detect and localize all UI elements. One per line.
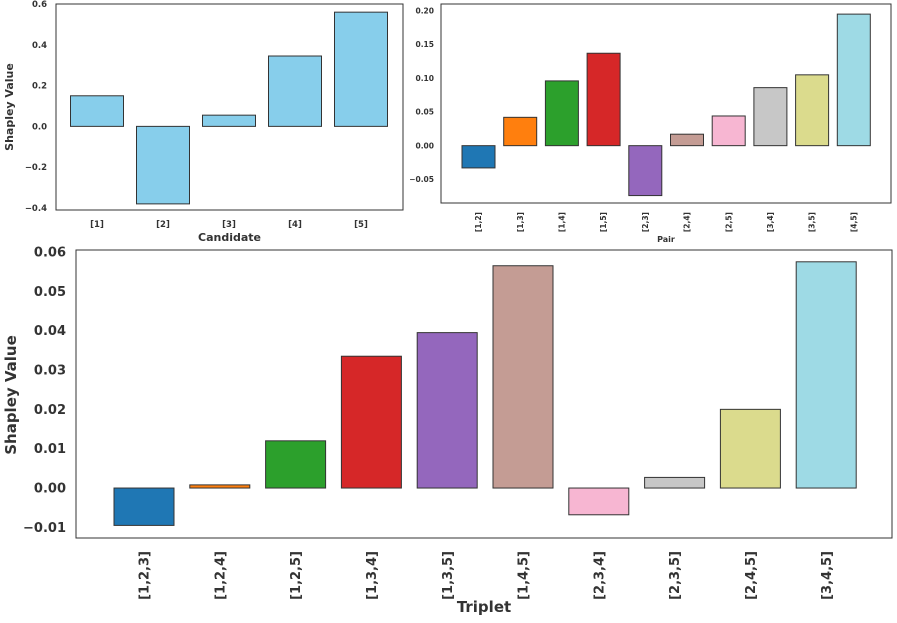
triplet-bar-[3,4,5] — [795, 261, 857, 489]
pair-y-tick-label: 0.15 — [415, 40, 434, 49]
candidate-bar-[3] — [202, 114, 256, 127]
pair-y-tick-label: −0.05 — [409, 175, 434, 184]
pair-y-tick-label: 0.20 — [415, 6, 434, 15]
candidate-chart: −0.4 −0.2 0.0 0.2 0.4 0.6 [1] [2] [3] [4] [5] Cand… — [3, 0, 404, 244]
triplet-x-tick-label: [3,4,5] — [820, 551, 835, 600]
candidate-y-tick-label: 0.4 — [32, 41, 47, 51]
pair-x-tick-label: [2,3] — [641, 212, 650, 232]
candidate-x-tick-label: [4] — [288, 220, 302, 230]
candidate-y-tick-label: 0.2 — [32, 82, 47, 92]
pair-x-tick-label: [1,2] — [474, 212, 483, 232]
pair-bar-[2,5] — [711, 115, 746, 147]
candidate-x-tick-label: [1] — [90, 220, 104, 230]
triplet-bar-[2,4,5] — [719, 408, 781, 489]
candidate-y-tick-label: −0.4 — [25, 204, 47, 214]
candidate-bar-[4] — [268, 55, 322, 127]
pair-y-tick-label: 0.10 — [415, 74, 434, 83]
candidate-y-axis-label: Shapley Value — [3, 63, 16, 151]
triplet-y-axis-label: Shapley Value — [2, 335, 20, 455]
pair-bar-[4,5] — [836, 13, 871, 147]
pair-chart: −0.05 0.00 0.05 0.10 0.15 0.20 [1,2] [1,3] [1,4]… — [409, 3, 892, 244]
pair-bar-[1,5] — [586, 52, 621, 147]
triplet-x-axis-label: Triplet — [457, 598, 511, 616]
triplet-bar-[1,2,4] — [189, 484, 251, 489]
candidate-x-tick-label: [3] — [222, 220, 236, 230]
triplet-x-tick-label: [1,2,5] — [289, 551, 304, 600]
triplet-bar-[2,3,4] — [568, 487, 630, 516]
pair-bar-[1,2] — [461, 145, 496, 169]
pair-x-tick-label: [2,5] — [724, 212, 733, 232]
triplet-x-tick-label: [2,3,4] — [592, 551, 607, 600]
triplet-bar-[2,3,5] — [644, 476, 706, 489]
triplet-x-tick-label: [1,2,3] — [138, 551, 153, 600]
candidate-y-tick-label: 0.0 — [32, 122, 47, 132]
triplet-y-tick-label: −0.01 — [23, 521, 66, 536]
pair-y-tick-label: 0.00 — [415, 141, 434, 150]
pair-x-tick-label: [3,5] — [808, 212, 817, 232]
pair-plot-frame — [440, 3, 892, 204]
triplet-x-tick-label: [2,3,5] — [668, 551, 683, 600]
triplet-y-tick-label: 0.01 — [34, 442, 66, 457]
candidate-x-tick-label: [2] — [156, 220, 170, 230]
triplet-y-tick-label: 0.04 — [34, 324, 66, 339]
pair-x-tick-label: [1,3] — [516, 212, 525, 232]
triplet-x-tick-label: [1,3,4] — [365, 551, 380, 600]
triplet-plot-frame — [75, 249, 893, 539]
pair-bar-[3,5] — [795, 74, 830, 147]
triplet-y-tick-label: 0.03 — [34, 364, 66, 379]
pair-bar-[2,4] — [670, 133, 704, 147]
pair-x-tick-label: [1,5] — [599, 212, 608, 232]
triplet-x-tick-label: [1,2,4] — [213, 551, 228, 600]
candidate-plot-frame — [55, 3, 404, 211]
pair-x-tick-label: [4,5] — [849, 212, 858, 232]
pair-bar-[1,4] — [544, 80, 579, 147]
triplet-bar-[1,4,5] — [492, 265, 554, 489]
pair-x-tick-label: [1,4] — [558, 212, 567, 232]
triplet-y-tick-label: 0.00 — [34, 482, 66, 497]
triplet-bar-[1,3,4] — [340, 355, 402, 489]
triplet-y-tick-label: 0.05 — [34, 285, 66, 300]
triplet-x-tick-label: [2,4,5] — [744, 551, 759, 600]
pair-bar-[2,3] — [628, 145, 663, 197]
candidate-x-tick-label: [5] — [354, 220, 368, 230]
triplet-bar-[1,2,3] — [113, 487, 175, 526]
pair-x-tick-label: [3,4] — [766, 212, 775, 232]
pair-x-axis-label: Pair — [657, 235, 675, 244]
triplet-x-tick-label: [1,4,5] — [517, 551, 532, 600]
triplet-bar-[1,2,5] — [265, 440, 327, 489]
pair-y-tick-label: 0.05 — [415, 108, 434, 117]
candidate-bar-[2] — [136, 125, 190, 205]
triplet-y-tick-label: 0.02 — [34, 403, 66, 418]
pair-x-tick-label: [2,4] — [683, 212, 692, 232]
candidate-bar-[5] — [334, 11, 388, 127]
candidate-y-tick-label: 0.6 — [32, 0, 47, 10]
pair-bar-[1,3] — [503, 116, 538, 147]
candidate-y-tick-label: −0.2 — [25, 163, 47, 173]
candidate-bar-[1] — [70, 95, 124, 127]
candidate-x-axis-label: Candidate — [198, 231, 261, 244]
pair-bar-[3,4] — [753, 87, 788, 147]
triplet-x-tick-label: [1,3,5] — [441, 551, 456, 600]
triplet-chart: −0.01 0.00 0.01 0.02 0.03 0.04 0.05 0.06 [1,2,3]… — [2, 246, 893, 616]
triplet-bar-[1,3,5] — [416, 332, 478, 489]
triplet-y-tick-label: 0.06 — [34, 246, 66, 261]
